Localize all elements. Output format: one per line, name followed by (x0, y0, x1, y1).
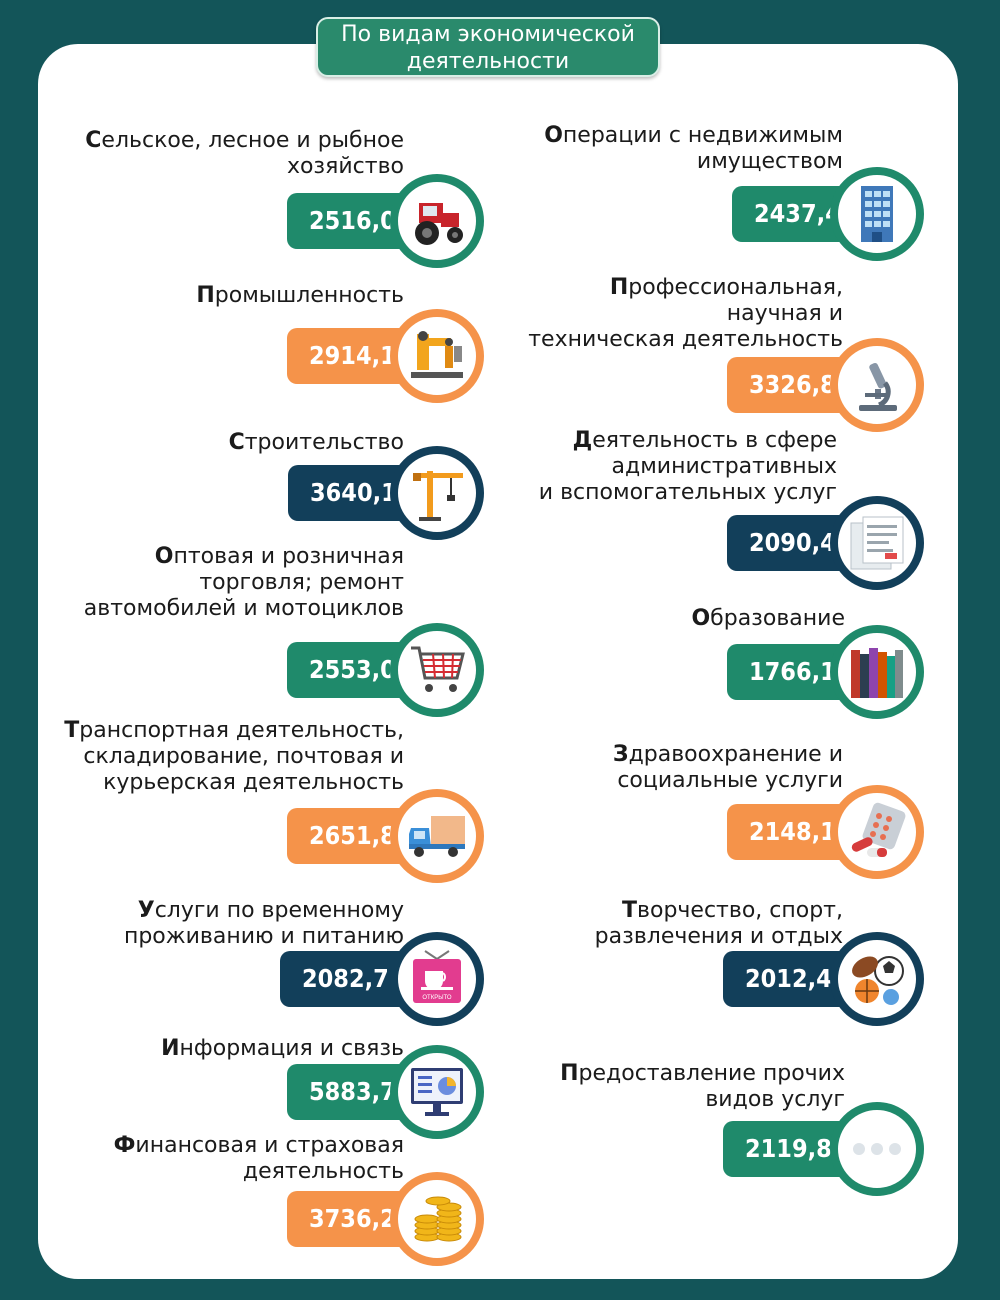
activity-label: Финансовая и страховая деятельность (113, 1133, 404, 1184)
microscope-icon (845, 353, 909, 417)
icon-circle (390, 1172, 484, 1266)
icon-circle (830, 167, 924, 261)
page-title: По видам экономической деятельности (316, 17, 660, 77)
activity-label: Профессиональная, научная и техническая … (528, 275, 843, 352)
activity-label: Предоставление прочих видов услуг (560, 1061, 845, 1112)
icon-circle (390, 623, 484, 717)
activity-label: Образование (691, 606, 845, 631)
activity-label: Услуги по временному проживанию и питани… (123, 898, 404, 949)
delivery-truck-icon (405, 804, 469, 868)
tractor-icon (405, 189, 469, 253)
icon-circle: ОТКРЫТО (390, 932, 484, 1026)
cafe-sign-icon: ОТКРЫТО (405, 947, 469, 1011)
icon-circle (390, 789, 484, 883)
sports-balls-icon (845, 947, 909, 1011)
documents-icon (845, 511, 909, 575)
icon-circle (830, 338, 924, 432)
activity-label: Деятельность в сфере административных и … (538, 428, 837, 505)
icon-circle (830, 932, 924, 1026)
activity-label: Оптовая и розничная торговля; ремонт авт… (83, 544, 404, 621)
icon-circle (830, 1102, 924, 1196)
coins-icon (405, 1187, 469, 1251)
pills-icon (845, 800, 909, 864)
shopping-cart-icon (405, 638, 469, 702)
computer-monitor-icon (405, 1060, 469, 1124)
robot-arm-icon (405, 324, 469, 388)
activity-label: Операции с недвижимым имуществом (544, 123, 843, 174)
books-icon (845, 640, 909, 704)
activity-label: Строительство (228, 430, 404, 455)
activity-label: Информация и связь (161, 1036, 404, 1061)
ellipsis-icon (845, 1117, 909, 1181)
building-icon (845, 182, 909, 246)
crane-icon (405, 461, 469, 525)
icon-circle (390, 309, 484, 403)
icon-circle (390, 446, 484, 540)
icon-circle (390, 1045, 484, 1139)
activity-label: Сельское, лесное и рыбное хозяйство (85, 128, 404, 179)
icon-circle (830, 625, 924, 719)
icon-circle (390, 174, 484, 268)
activity-label: Здравоохранение и социальные услуги (612, 742, 843, 793)
activity-label: Промышленность (196, 283, 404, 308)
icon-circle (830, 496, 924, 590)
activity-label: Транспортная деятельность, складирование… (64, 718, 404, 795)
sign-text: ОТКРЫТО (422, 995, 452, 1001)
icon-circle (830, 785, 924, 879)
activity-label: Творчество, спорт, развлечения и отдых (594, 898, 843, 949)
